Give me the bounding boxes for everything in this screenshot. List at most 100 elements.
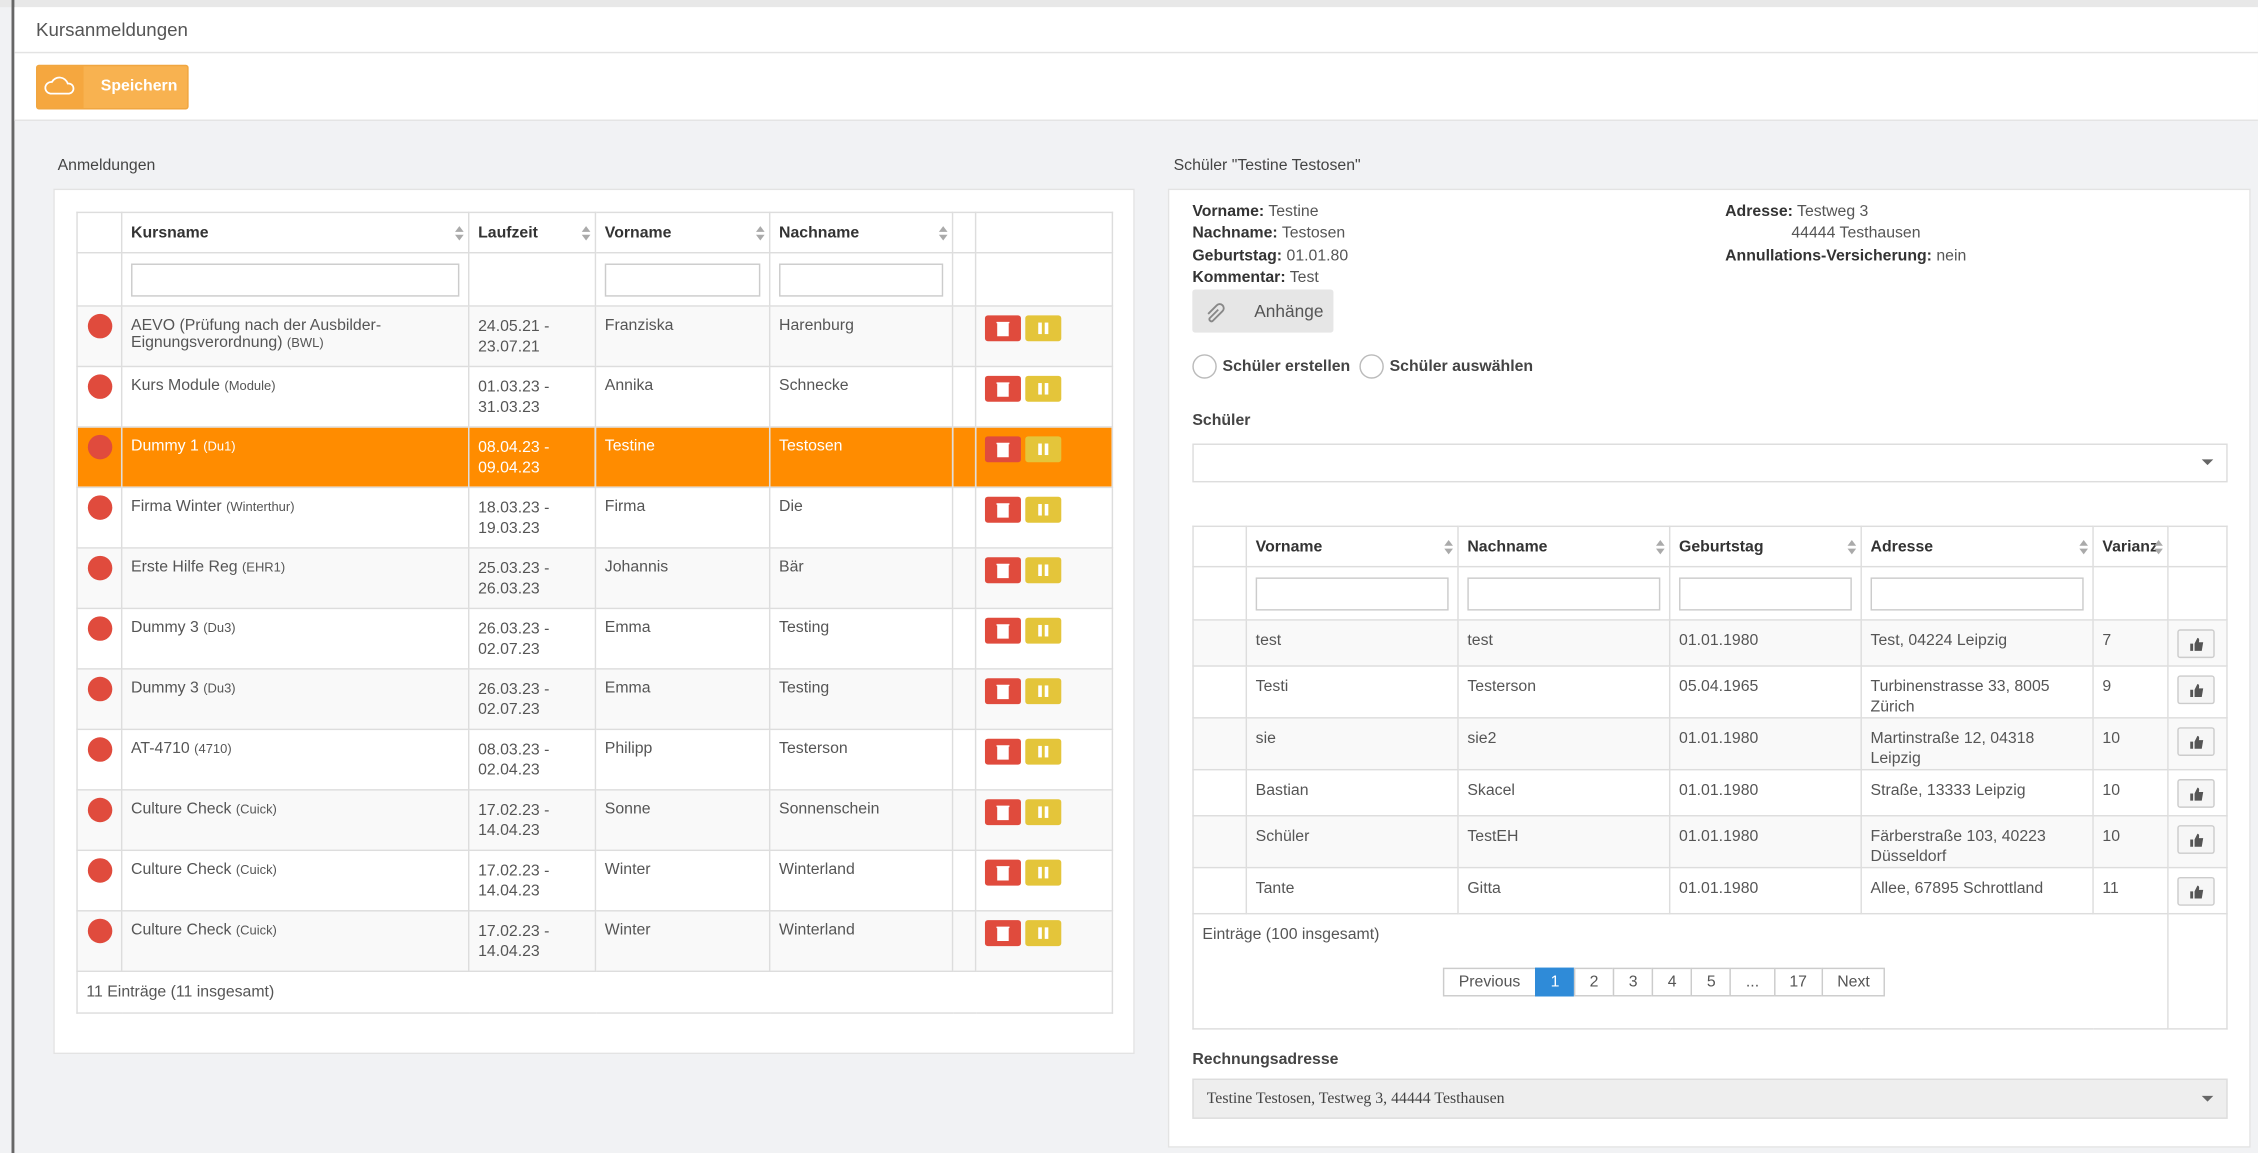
column-header[interactable]: Vorname [1245, 525, 1459, 568]
student-row[interactable]: Testi Testerson 05.04.1965 Turbinenstrasse … [1192, 665, 2228, 719]
empty-cell [1192, 717, 1248, 771]
column-header[interactable]: Kursname [120, 211, 470, 254]
student-select[interactable] [1192, 443, 2228, 483]
column-header[interactable]: Geburtstag [1668, 525, 1862, 568]
filter-input[interactable] [779, 262, 944, 296]
filter-input[interactable] [131, 262, 460, 296]
column-header[interactable]: Varianz [2092, 525, 2169, 568]
student-row[interactable]: Bastian Skacel 01.01.1980 Straße, 13333 Lei… [1192, 768, 2228, 817]
period-cell: 17.02.23 - 14.04.23 [468, 789, 597, 852]
select-button[interactable] [2177, 876, 2215, 906]
pause-button[interactable] [1025, 557, 1062, 584]
billing-select[interactable]: Testine Testosen, Testweg 3, 44444 Testh… [1192, 1078, 2228, 1119]
registration-row[interactable]: Firma Winter (Winterthur) 18.03.23 - 19.0… [76, 486, 1114, 549]
vorname-cell: Bastian [1245, 768, 1459, 817]
registration-row[interactable]: Dummy 3 (Du3) 26.03.23 - 02.07.23 Emma Test… [76, 607, 1114, 670]
delete-button[interactable] [984, 920, 1021, 947]
registration-row[interactable]: Culture Check (Cuick) 17.02.23 - 14.04.23… [76, 789, 1114, 852]
detail-line: Vorname: Testine [1192, 203, 1318, 220]
select-button[interactable] [2177, 675, 2215, 705]
registration-row[interactable]: Dummy 1 (Du1) 08.04.23 - 09.04.23 Testine T… [76, 426, 1114, 489]
lastname-cell: Sonnenschein [768, 789, 954, 852]
pause-button[interactable] [1025, 920, 1062, 947]
select-button[interactable] [2177, 727, 2215, 756]
detail-value: 01.01.80 [1286, 247, 1349, 265]
empty-cell [951, 486, 977, 549]
pause-button[interactable] [1025, 678, 1062, 705]
page-button[interactable]: Next [1821, 967, 1886, 997]
page-button[interactable]: 17 [1773, 967, 1823, 997]
delete-button[interactable] [984, 859, 1021, 886]
footer-text: Einträge (100 insgesamt) [1202, 925, 1380, 944]
period-cell: 17.02.23 - 14.04.23 [468, 910, 597, 973]
period-cell: 26.03.23 - 02.07.23 [468, 607, 597, 670]
radio[interactable]: Schüler auswählen [1359, 354, 1533, 380]
pause-button[interactable] [1025, 315, 1062, 342]
filter-input[interactable] [1870, 576, 2084, 610]
column-header[interactable]: Vorname [594, 211, 771, 254]
page-button[interactable]: ... [1730, 967, 1775, 997]
column-header[interactable]: Adresse [1860, 525, 2094, 568]
filter-input[interactable] [1467, 576, 1661, 610]
filter-input[interactable] [1255, 576, 1449, 610]
select-button[interactable] [2177, 779, 2215, 808]
attachments-button[interactable]: Anhänge [1192, 289, 1334, 333]
select-button[interactable] [2177, 629, 2215, 659]
page-button[interactable]: 3 [1612, 967, 1654, 997]
registration-row[interactable]: AEVO (Prüfung nach der Ausbilder-Eignung… [76, 305, 1114, 368]
column-header[interactable]: Laufzeit [468, 211, 597, 254]
registration-row[interactable]: Dummy 3 (Du3) 26.03.23 - 02.07.23 Emma Test… [76, 668, 1114, 731]
page-button[interactable]: 5 [1690, 967, 1732, 997]
select-button[interactable] [2177, 825, 2215, 854]
registration-row[interactable]: AT-4710 (4710) 08.03.23 - 02.04.23 Philipp… [76, 728, 1114, 791]
registration-row[interactable]: Culture Check (Cuick) 17.02.23 - 14.04.23… [76, 910, 1114, 973]
pause-button[interactable] [1025, 859, 1062, 886]
radio-circle [1192, 354, 1217, 379]
registration-row[interactable]: Kurs Module (Module) 01.03.23 - 31.03.23 A… [76, 365, 1114, 428]
footer-cell: Einträge (100 insgesamt) Previous 1 2 3 4 5...… [1192, 912, 2169, 1030]
pause-button[interactable] [1025, 617, 1062, 644]
filter-input[interactable] [604, 262, 761, 296]
page-button[interactable]: 2 [1573, 967, 1615, 997]
page-button[interactable]: Previous [1442, 967, 1537, 997]
student-row[interactable]: test test 01.01.1980 Test, 04224 Leipzig 7 [1192, 619, 2228, 667]
varianz-cell: 10 [2092, 815, 2169, 869]
adresse-cell: Martinstraße 12, 04318 Leipzig [1860, 717, 2094, 771]
delete-button[interactable] [984, 496, 1021, 523]
delete-button[interactable] [984, 315, 1021, 342]
column-header[interactable]: Nachname [768, 211, 954, 254]
delete-button[interactable] [984, 617, 1021, 644]
pause-button[interactable] [1025, 496, 1062, 523]
pause-button[interactable] [1025, 375, 1062, 402]
period-cell: 01.03.23 - 31.03.23 [468, 365, 597, 428]
empty-cell [951, 910, 977, 973]
empty-cell [1192, 619, 1248, 667]
student-row[interactable]: Schüler TestEH 01.01.1980 Färberstraße 103,… [1192, 815, 2228, 869]
column-header[interactable]: Nachname [1457, 525, 1671, 568]
filter-cell [2167, 565, 2228, 621]
delete-button[interactable] [984, 678, 1021, 705]
registration-row[interactable]: Culture Check (Cuick) 17.02.23 - 14.04.23… [76, 849, 1114, 912]
course-cell: Dummy 3 (Du3) [120, 607, 470, 670]
radio[interactable]: Schüler erstellen [1192, 354, 1350, 380]
registration-row[interactable]: Erste Hilfe Reg (EHR1) 25.03.23 - 26.03.2… [76, 547, 1114, 610]
delete-button[interactable] [984, 799, 1021, 826]
delete-button[interactable] [984, 738, 1021, 765]
filter-input[interactable] [1679, 576, 1852, 610]
delete-button[interactable] [984, 375, 1021, 402]
delete-button[interactable] [984, 557, 1021, 584]
course-cell: Culture Check (Cuick) [120, 910, 470, 973]
status-cell [76, 365, 123, 428]
pause-button[interactable] [1025, 738, 1062, 765]
delete-button[interactable] [984, 436, 1021, 463]
actions-cell [974, 305, 1114, 368]
pause-button[interactable] [1025, 799, 1062, 826]
student-row[interactable]: Tante Gitta 01.01.1980 Allee, 67895 Schrott… [1192, 866, 2228, 915]
page-button[interactable]: 1 [1534, 967, 1576, 997]
student-row[interactable]: sie sie2 01.01.1980 Martinstraße 12, 04318 … [1192, 717, 2228, 771]
pause-button[interactable] [1025, 436, 1062, 463]
actions-cell [974, 728, 1114, 791]
page-button[interactable]: 4 [1651, 967, 1693, 997]
save-button[interactable]: Speichern [36, 64, 189, 110]
lastname-cell: Winterland [768, 910, 954, 973]
